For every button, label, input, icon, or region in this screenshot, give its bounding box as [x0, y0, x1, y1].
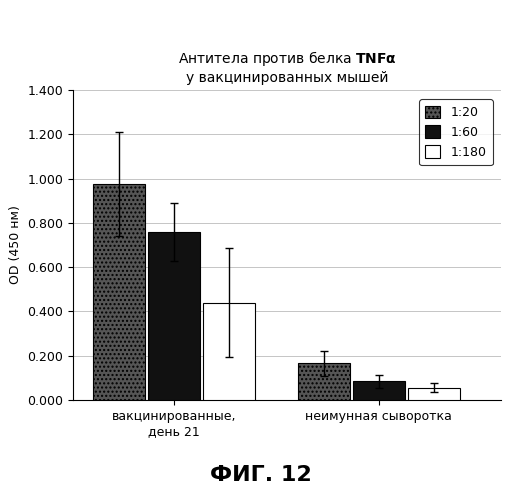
Bar — [353, 381, 405, 400]
Y-axis label: OD (450 нм): OD (450 нм) — [9, 206, 22, 284]
Legend: 1:20, 1:60, 1:180: 1:20, 1:60, 1:180 — [419, 100, 493, 165]
Bar — [148, 232, 200, 400]
Title: Антитела против белка $\mathbf{TNF}\mathbf{\alpha}$
у вакцинированных мышей: Антитела против белка $\mathbf{TNF}\math… — [177, 50, 397, 84]
Bar — [298, 364, 350, 400]
Bar — [93, 184, 145, 400]
Bar — [408, 388, 460, 400]
Text: ФИГ. 12: ФИГ. 12 — [210, 465, 312, 485]
Bar — [203, 302, 255, 400]
